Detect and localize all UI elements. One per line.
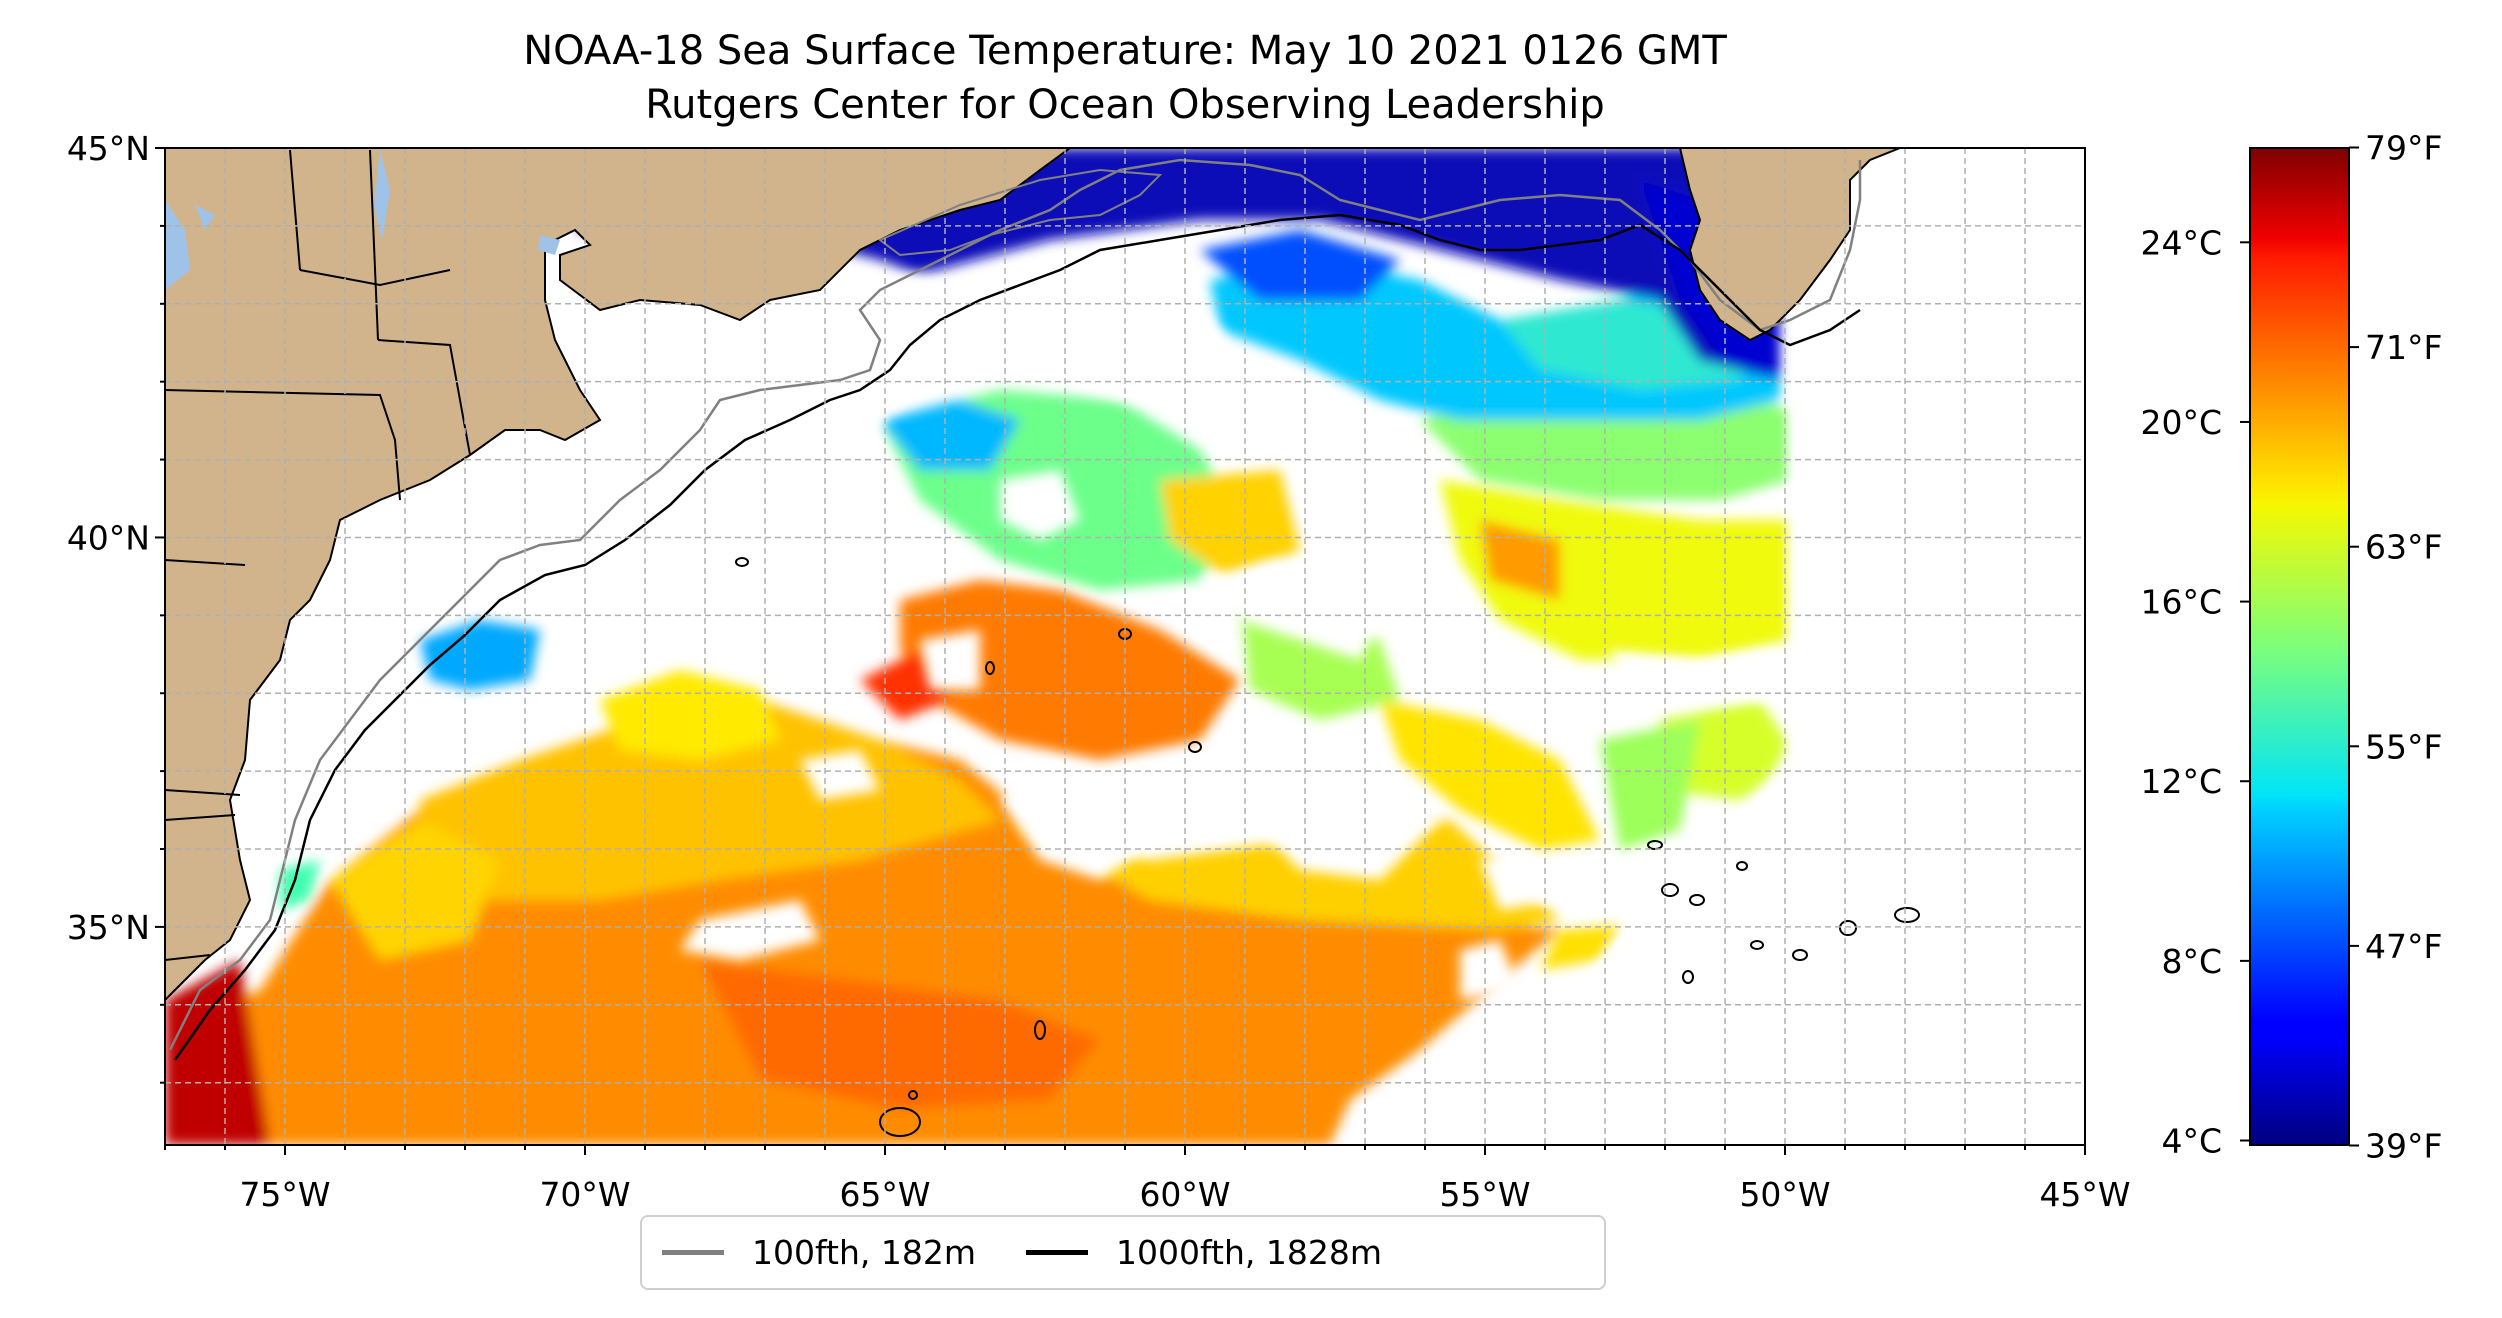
- fahrenheit-tick-label: 47°F: [2365, 927, 2442, 966]
- legend: 100fth, 182m 1000fth, 1828m: [640, 1215, 1606, 1290]
- legend-label-100fth: 100fth, 182m: [752, 1233, 976, 1272]
- lon-tick-label: 70°W: [539, 1175, 630, 1214]
- lon-tick-label: 55°W: [1439, 1175, 1530, 1214]
- lat-tick-label: 35°N: [67, 908, 150, 947]
- fahrenheit-tick-label: 55°F: [2365, 727, 2442, 766]
- colorbar-labels: 4°C 8°C 12°C 16°C 20°C 24°C 39°F 47°F 55…: [2140, 129, 2442, 1166]
- map-subtitle: Rutgers Center for Ocean Observing Leade…: [645, 82, 1605, 128]
- fahrenheit-tick-label: 79°F: [2365, 129, 2442, 168]
- lon-tick-label: 45°W: [2039, 1175, 2130, 1214]
- legend-item-1000fth: 1000fth, 1828m: [1006, 1233, 1382, 1272]
- state-borders: [165, 149, 471, 961]
- celsius-tick-label: 24°C: [2140, 223, 2222, 262]
- lon-tick-label: 60°W: [1139, 1175, 1230, 1214]
- axis-labels: 75°W 70°W 65°W 60°W 55°W 50°W 45°W 35°N …: [67, 129, 2131, 1214]
- land-mass: [165, 148, 1901, 1002]
- fahrenheit-tick-label: 39°F: [2365, 1126, 2442, 1165]
- celsius-tick-label: 8°C: [2161, 942, 2222, 981]
- fahrenheit-tick-label: 71°F: [2365, 328, 2442, 367]
- legend-label-1000fth: 1000fth, 1828m: [1116, 1233, 1382, 1272]
- colorbar-ticks: [2240, 146, 2359, 1147]
- celsius-tick-label: 20°C: [2140, 403, 2222, 442]
- contour-100fth: [168, 158, 1862, 1051]
- lon-tick-label: 50°W: [1739, 1175, 1830, 1214]
- fahrenheit-tick-label: 63°F: [2365, 528, 2442, 567]
- lon-tick-label: 75°W: [239, 1175, 330, 1214]
- sst-field: [165, 148, 2085, 1145]
- colorbar: [2249, 147, 2350, 1146]
- lat-tick-label: 45°N: [67, 129, 150, 168]
- celsius-tick-label: 4°C: [2161, 1122, 2222, 1161]
- axis-ticks: [155, 147, 2086, 1155]
- celsius-tick-label: 12°C: [2140, 762, 2222, 801]
- legend-item-100fth: 100fth, 182m: [642, 1233, 976, 1272]
- map-title: NOAA-18 Sea Surface Temperature: May 10 …: [523, 28, 1727, 74]
- lat-tick-label: 40°N: [67, 518, 150, 557]
- legend-swatch-1000fth: [1026, 1250, 1088, 1255]
- legend-swatch-100fth: [662, 1250, 724, 1255]
- contour-1000fth: [173, 213, 1861, 1061]
- gridlines: [165, 148, 2085, 1145]
- lon-tick-label: 65°W: [839, 1175, 930, 1214]
- celsius-tick-label: 16°C: [2140, 583, 2222, 622]
